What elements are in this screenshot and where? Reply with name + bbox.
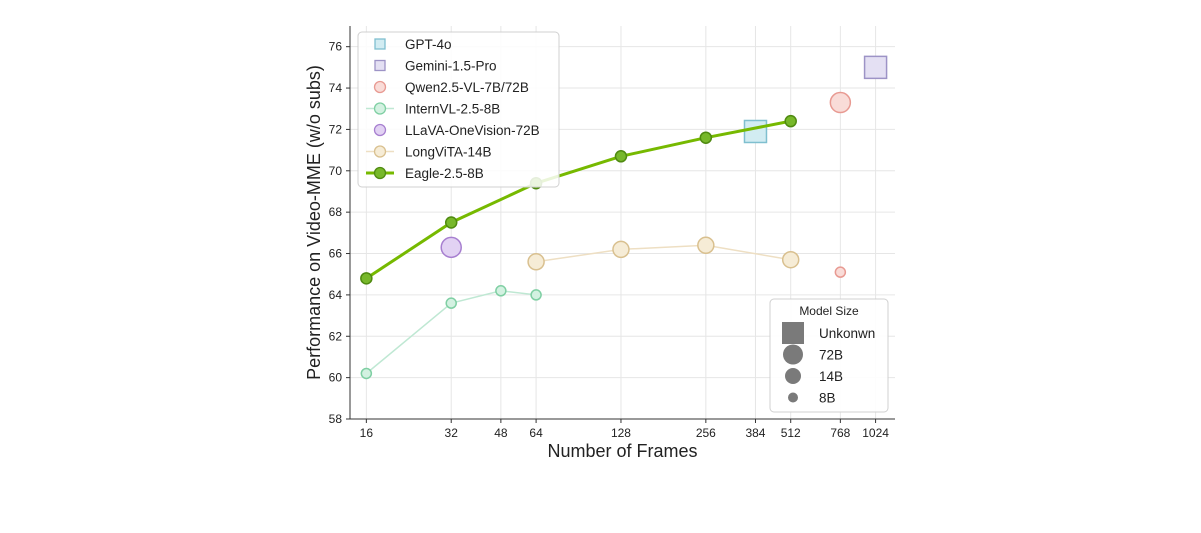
series-gpt-4o bbox=[743, 119, 768, 144]
size-legend-marker bbox=[782, 322, 804, 344]
x-tick-label: 384 bbox=[745, 426, 765, 440]
y-tick-label: 70 bbox=[329, 164, 343, 178]
x-tick-label: 48 bbox=[494, 426, 508, 440]
legend-label: Qwen2.5-VL-7B/72B bbox=[405, 80, 529, 95]
series-gemini-1-5-pro bbox=[863, 55, 888, 80]
size-legend-title: Model Size bbox=[799, 304, 859, 318]
legend-item: Qwen2.5-VL-7B/72B bbox=[373, 80, 529, 95]
x-axis-title: Number of Frames bbox=[547, 441, 697, 461]
x-tick-label: 64 bbox=[529, 426, 543, 440]
legend-box bbox=[357, 31, 560, 188]
legend-item: InternVL-2.5-8B bbox=[366, 102, 500, 117]
y-tick-label: 68 bbox=[329, 205, 343, 219]
legend-marker bbox=[373, 102, 387, 115]
series-llava-onevision-72b bbox=[440, 236, 462, 259]
series-line bbox=[535, 244, 791, 263]
x-tick-label: 128 bbox=[611, 426, 631, 440]
data-point bbox=[834, 266, 847, 278]
size-legend-item: 8B bbox=[788, 391, 836, 406]
data-point bbox=[863, 55, 888, 80]
series bbox=[360, 55, 888, 380]
x-tick-label: 512 bbox=[781, 426, 801, 440]
data-point bbox=[612, 240, 630, 259]
data-point bbox=[530, 289, 542, 301]
size-legend-label: 8B bbox=[819, 391, 836, 406]
y-axis-title: Performance on Video-MME (w/o subs) bbox=[304, 65, 324, 380]
legend-marker bbox=[374, 59, 386, 72]
y-tick-label: 66 bbox=[329, 247, 343, 261]
data-point bbox=[445, 297, 457, 309]
size-legend-marker bbox=[788, 392, 798, 403]
legend-item: Gemini-1.5-Pro bbox=[374, 59, 497, 74]
data-point bbox=[699, 131, 713, 144]
legend-label: Eagle-2.5-8B bbox=[405, 166, 484, 181]
data-point bbox=[527, 253, 545, 271]
y-tick-label: 64 bbox=[329, 288, 343, 302]
legend-item: LLaVA-OneVision-72B bbox=[373, 123, 540, 138]
size-legend-item: 72B bbox=[783, 344, 843, 365]
series-qwen2-5-vl-7b-72b bbox=[829, 91, 852, 278]
y-tick-label: 76 bbox=[329, 40, 343, 54]
legend-label: GPT-4o bbox=[405, 37, 452, 52]
size-legend-marker bbox=[785, 368, 801, 384]
size-legend-label: 14B bbox=[819, 369, 843, 384]
legend-label: Gemini-1.5-Pro bbox=[405, 59, 497, 74]
legend-item: GPT-4o bbox=[374, 37, 452, 52]
size-legend-label: 72B bbox=[819, 348, 843, 363]
data-point bbox=[614, 150, 628, 163]
legend-marker bbox=[373, 80, 387, 94]
x-tick-label: 32 bbox=[445, 426, 459, 440]
data-point bbox=[360, 367, 373, 380]
data-point bbox=[495, 285, 507, 297]
data-point bbox=[784, 114, 797, 128]
series-line bbox=[365, 289, 537, 375]
axes: 58 60 62 64 66 68 70 72 74 76 16 32 48 64 128 256 384 512… bbox=[329, 26, 895, 440]
y-tick-label: 60 bbox=[329, 371, 343, 385]
legend-marker bbox=[373, 145, 387, 158]
x-tick-label: 1024 bbox=[862, 426, 889, 440]
legend-marker bbox=[373, 123, 387, 137]
size-legend-item: 14B bbox=[785, 368, 843, 384]
data-point bbox=[697, 236, 715, 255]
legend-item: Eagle-2.5-8B bbox=[366, 166, 484, 181]
y-tick-label: 74 bbox=[329, 81, 343, 95]
series-internvl-2-5-8b bbox=[360, 285, 542, 380]
legend-marker bbox=[374, 38, 386, 50]
series-line bbox=[365, 119, 791, 280]
legend-label: LongViTA-14B bbox=[405, 145, 492, 160]
legend-label: LLaVA-OneVision-72B bbox=[405, 123, 540, 138]
data-point bbox=[360, 272, 373, 285]
y-tick-label: 58 bbox=[329, 412, 343, 426]
data-point bbox=[781, 250, 800, 269]
data-point bbox=[440, 236, 462, 259]
x-tick-label: 256 bbox=[696, 426, 716, 440]
x-tick-label: 768 bbox=[830, 426, 850, 440]
series-legend: GPT-4o Gemini-1.5-Pro Qwen2.5-VL-7B/72B Int… bbox=[357, 31, 560, 188]
data-point bbox=[829, 91, 852, 114]
data-point bbox=[444, 216, 458, 229]
size-legend-item: Unkonwn bbox=[782, 322, 875, 344]
x-tick-label: 16 bbox=[360, 426, 374, 440]
legend-label: InternVL-2.5-8B bbox=[405, 102, 500, 117]
legend-marker bbox=[373, 166, 387, 180]
data-point bbox=[743, 119, 768, 144]
size-legend-marker bbox=[783, 344, 803, 365]
y-tick-label: 72 bbox=[329, 122, 343, 136]
series-longvita-14b bbox=[527, 236, 800, 271]
size-legend-label: Unkonwn bbox=[819, 326, 875, 341]
legend-item: LongViTA-14B bbox=[366, 145, 492, 160]
y-tick-label: 62 bbox=[329, 329, 343, 343]
size-legend: Model Size Unkonwn 72B 14B 8B bbox=[769, 298, 889, 413]
